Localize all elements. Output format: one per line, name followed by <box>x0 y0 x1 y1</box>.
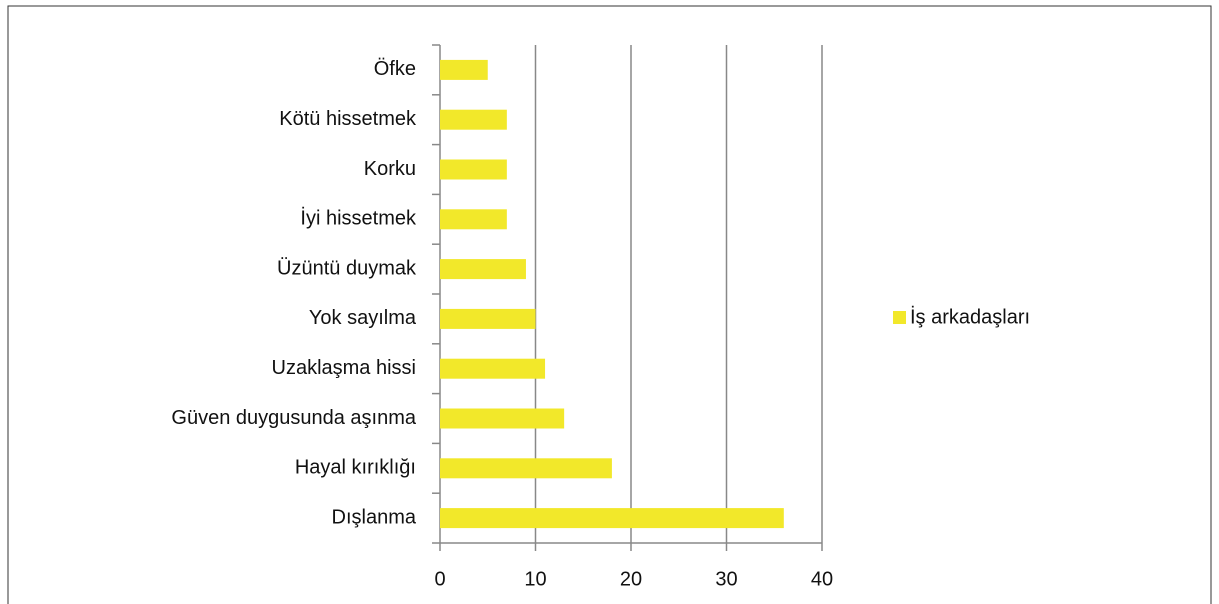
y-tick-label: Kötü hissetmek <box>279 108 417 130</box>
y-tick-label: Öfke <box>374 58 416 80</box>
x-tick-label: 30 <box>715 568 737 590</box>
chart-frame <box>7 5 1212 604</box>
bar <box>440 508 784 529</box>
bar <box>440 358 546 379</box>
bar <box>440 308 536 329</box>
x-tick-label: 10 <box>524 568 546 590</box>
bar <box>440 59 488 80</box>
bar <box>440 458 612 479</box>
y-tick-label: İyi hissetmek <box>300 207 417 230</box>
y-tick-label: Yok sayılma <box>309 307 417 329</box>
legend-swatch <box>893 311 906 324</box>
y-tick-label: Uzaklaşma hissi <box>272 357 416 379</box>
y-tick-label: Hayal kırıklığı <box>295 457 416 479</box>
y-tick-label: Üzüntü duymak <box>277 257 417 279</box>
bar <box>440 159 507 180</box>
bar <box>440 259 526 280</box>
bar <box>440 408 565 429</box>
bar <box>440 109 507 130</box>
legend-label: İş arkadaşları <box>910 305 1030 328</box>
x-tick-label: 0 <box>434 568 445 590</box>
x-tick-label: 20 <box>620 568 642 590</box>
x-tick-label: 40 <box>811 568 833 590</box>
bar <box>440 209 507 230</box>
y-tick-label: Dışlanma <box>332 506 417 528</box>
y-tick-label: Güven duygusunda aşınma <box>171 407 416 429</box>
y-tick-label: Korku <box>364 158 416 180</box>
